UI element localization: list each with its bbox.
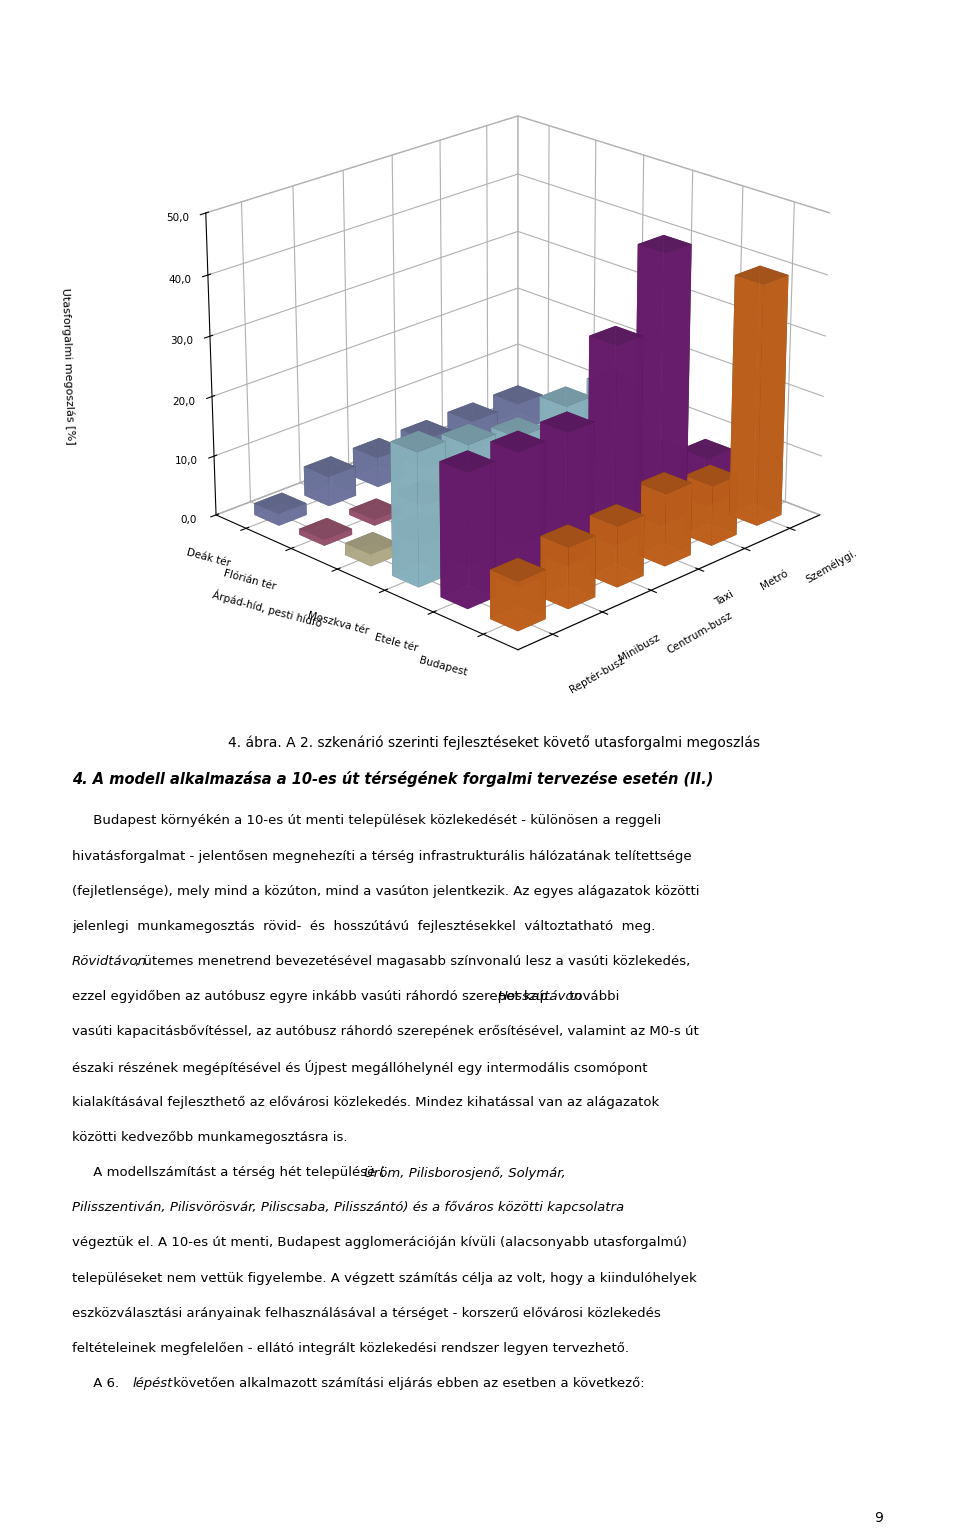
Text: Üröm, Pilisborosjenő, Solymár,: Üröm, Pilisborosjenő, Solymár, <box>364 1167 565 1180</box>
Text: további: további <box>564 990 619 1003</box>
Text: Rövidtávon: Rövidtávon <box>72 955 147 967</box>
Text: lépést: lépést <box>132 1377 173 1390</box>
Text: ezzel egyidőben az autóbusz egyre inkább vasúti ráhordó szerepet kap.: ezzel egyidőben az autóbusz egyre inkább… <box>72 990 557 1003</box>
Text: A 6.: A 6. <box>72 1377 124 1390</box>
Text: feltételeinek megfelelően - ellátó integrált közlekedési rendszer legyen tervezh: feltételeinek megfelelően - ellátó integ… <box>72 1341 629 1355</box>
Text: közötti kedvezőbb munkamegosztásra is.: közötti kedvezőbb munkamegosztásra is. <box>72 1131 348 1144</box>
Text: 9: 9 <box>875 1512 883 1525</box>
Text: 4. A modell alkalmazása a 10-es út térségének forgalmi tervezése esetén (II.): 4. A modell alkalmazása a 10-es út térsé… <box>72 771 713 786</box>
Text: végeztük el. A 10-es út menti, Budapest agglomerációján kívüli (alacsonyabb utas: végeztük el. A 10-es út menti, Budapest … <box>72 1236 687 1249</box>
Text: Budapest környékén a 10-es út menti települések közlekedését - különösen a regge: Budapest környékén a 10-es út menti tele… <box>72 814 661 828</box>
Text: A modellszámítást a térség hét települése (: A modellszámítást a térség hét település… <box>72 1167 385 1179</box>
Text: északi részének megépítésével és Újpest megállóhelynél egy intermodális csomópon: északi részének megépítésével és Újpest … <box>72 1061 647 1076</box>
Text: jelenlegi  munkamegosztás  rövid-  és  hosszútávú  fejlesztésekkel  változtathat: jelenlegi munkamegosztás rövid- és hossz… <box>72 920 656 932</box>
Text: , ütemes menetrend bevezetésével magasabb színvonalú lesz a vasúti közlekedés,: , ütemes menetrend bevezetésével magasab… <box>135 955 690 967</box>
Text: (fejletlensége), mely mind a közúton, mind a vasúton jelentkezik. Az egyes alága: (fejletlensége), mely mind a közúton, mi… <box>72 885 700 897</box>
Text: Hosszútávon: Hosszútávon <box>498 990 583 1003</box>
Text: Pilisszentiván, Pilisvörösvár, Piliscsaba, Pilisszántó) és a főváros közötti kap: Pilisszentiván, Pilisvörösvár, Piliscsab… <box>72 1202 624 1214</box>
Text: településeket nem vettük figyelembe. A végzett számítás célja az volt, hogy a ki: településeket nem vettük figyelembe. A v… <box>72 1271 697 1285</box>
Text: vasúti kapacitásbővítéssel, az autóbusz ráhordó szerepének erősítésével, valamin: vasúti kapacitásbővítéssel, az autóbusz … <box>72 1026 699 1038</box>
Text: követően alkalmazott számítási eljárás ebben az esetben a következő:: követően alkalmazott számítási eljárás e… <box>169 1377 645 1390</box>
Text: kialakításával fejleszthető az elővárosi közlekedés. Mindez kihatással van az al: kialakításával fejleszthető az elővárosi… <box>72 1096 660 1108</box>
Text: hivatásforgalmat - jelentősen megnehezíti a térség infrastrukturális hálózatának: hivatásforgalmat - jelentősen megnehezít… <box>72 849 691 863</box>
Text: eszközválasztási arányainak felhasználásával a térséget - korszerű elővárosi köz: eszközválasztási arányainak felhasználás… <box>72 1306 660 1320</box>
Text: 4. ábra. A 2. szkenárió szerinti fejlesztéseket követő utasforgalmi megoszlás: 4. ábra. A 2. szkenárió szerinti fejlesz… <box>228 734 760 750</box>
